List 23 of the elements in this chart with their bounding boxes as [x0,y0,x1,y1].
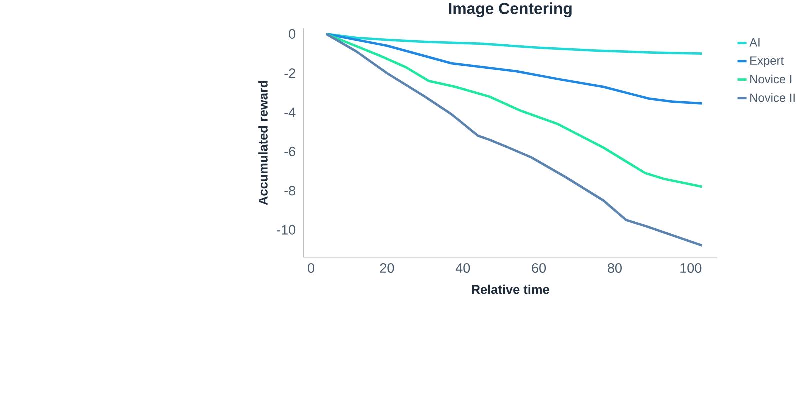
x-tick-label: 20 [380,263,394,273]
x-axis-title: Relative time [472,284,550,294]
legend-label: Novice I [750,74,792,84]
line-series [325,32,704,55]
y-tick-label: 0 [289,29,296,39]
line-series [325,32,704,247]
chart-title: Image Centering [449,2,572,18]
line-series [325,32,704,188]
x-tick-label: 0 [308,263,315,273]
y-tick-label: -4 [284,108,296,118]
y-tick-label: -10 [277,225,296,235]
x-tick-label: 80 [608,263,622,273]
line-series [325,32,704,105]
x-tick-label: 60 [532,263,546,273]
x-tick-label: 40 [456,263,470,273]
y-tick-label: -8 [284,186,296,196]
y-tick-label: -6 [284,146,296,156]
y-axis-title: Accumulated reward [258,80,268,206]
legend-label: Expert [750,56,784,68]
x-tick-label: 100 [680,263,702,273]
legend-label: AI [750,38,760,47]
y-tick-label: -2 [284,68,296,78]
legend-label: Novice II [750,93,795,102]
